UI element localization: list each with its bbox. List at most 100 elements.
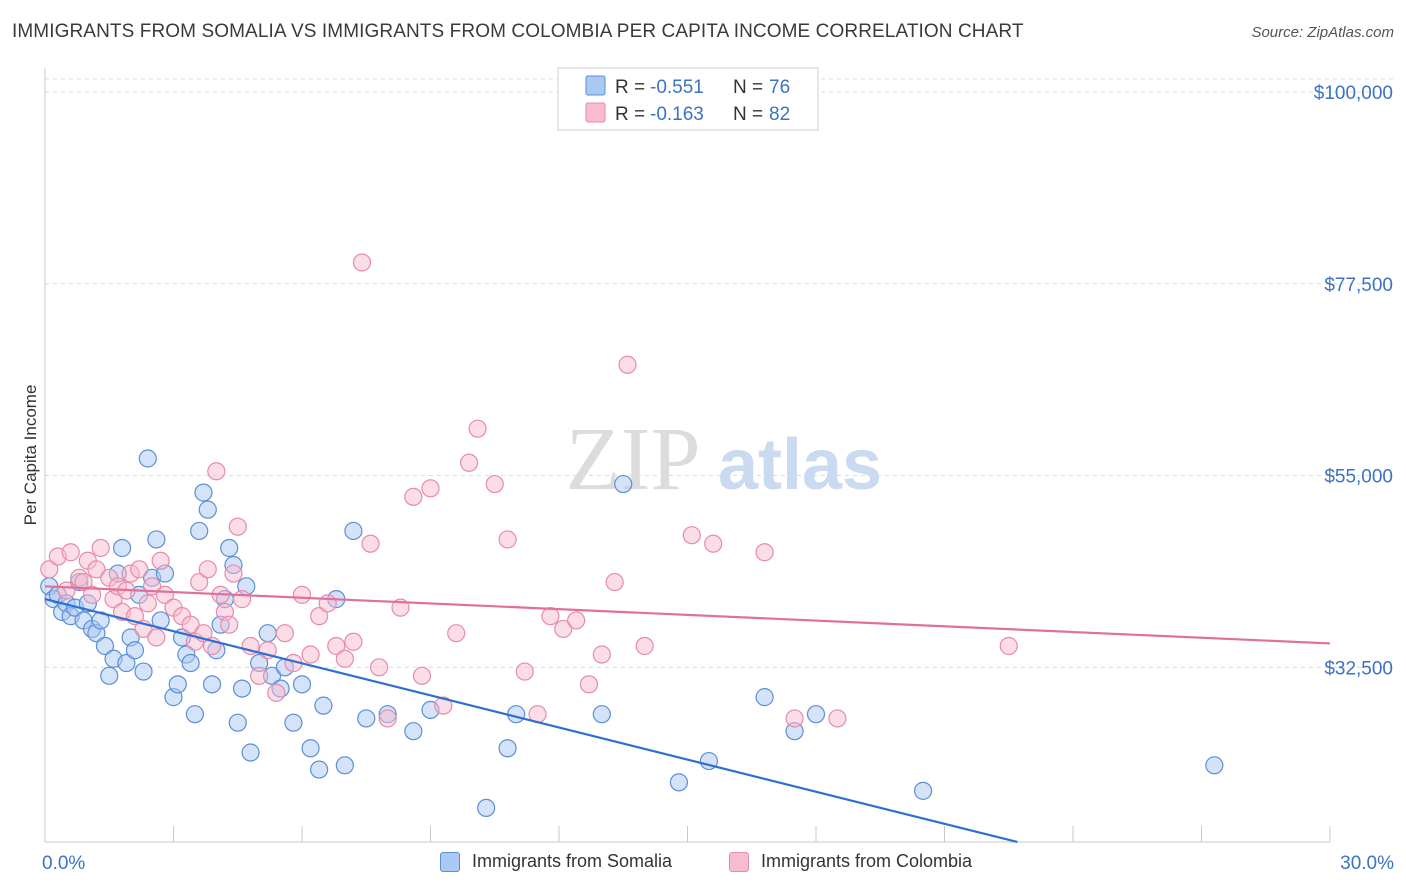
- colombia-point: [361, 534, 380, 553]
- colombia-point: [301, 645, 320, 664]
- colombia-point: [459, 453, 479, 472]
- colombia-point: [554, 619, 573, 639]
- somalia-point: [181, 653, 200, 673]
- legend-r-label-somalia: R =: [615, 77, 645, 98]
- x-axis-tick-labels: 0.0% 30.0%: [42, 853, 1394, 874]
- legend-swatch-colombia-bottom: [729, 851, 749, 872]
- somalia-point: [301, 739, 320, 758]
- trend-line-colombia: [44, 585, 1331, 645]
- y-tick-label: $77,500: [1324, 275, 1393, 296]
- colombia-point: [785, 709, 804, 728]
- somalia-point: [806, 705, 826, 724]
- somalia-point: [134, 662, 153, 681]
- colombia-point: [605, 572, 624, 592]
- colombia-point: [515, 662, 534, 681]
- somalia-point: [147, 530, 166, 549]
- colombia-point: [468, 419, 487, 438]
- series-legend: Immigrants from Somalia Immigrants from …: [0, 851, 1406, 877]
- colombia-point: [335, 649, 354, 668]
- colombia-point: [404, 487, 423, 506]
- colombia-point: [57, 581, 76, 600]
- colombia-point: [207, 462, 226, 481]
- colombia-point: [412, 666, 432, 685]
- colombia-point: [828, 709, 847, 728]
- somalia-point: [100, 666, 119, 685]
- somalia-point: [357, 709, 376, 728]
- x-tick-label: 0.0%: [42, 853, 85, 874]
- somalia-point: [185, 705, 205, 724]
- somalia-point: [202, 675, 222, 694]
- legend-item-colombia[interactable]: Immigrants from Colombia: [729, 851, 972, 872]
- somalia-point: [498, 739, 517, 758]
- legend-n-label-colombia: N =: [733, 104, 763, 125]
- somalia-point: [310, 760, 329, 779]
- colombia-point: [370, 658, 389, 677]
- y-tick-label: $100,000: [1314, 83, 1393, 104]
- chart-title: IMMIGRANTS FROM SOMALIA VS IMMIGRANTS FR…: [12, 21, 1024, 42]
- somalia-point: [125, 641, 145, 660]
- legend-swatch-somalia: [585, 75, 606, 96]
- colombia-point: [151, 551, 170, 570]
- somalia-point: [477, 798, 496, 818]
- somalia-point: [168, 675, 187, 694]
- trend-line-somalia: [44, 598, 1018, 844]
- somalia-point: [220, 538, 239, 558]
- somalia-point: [335, 756, 354, 775]
- colombia-point: [130, 560, 149, 579]
- somalia-point: [755, 688, 774, 707]
- colombia-point: [232, 590, 252, 609]
- axes: [44, 68, 1331, 843]
- colombia-point: [498, 530, 517, 549]
- somalia-point: [117, 653, 136, 673]
- colombia-point: [318, 594, 337, 613]
- legend-r-value-colombia: -0.163: [650, 104, 704, 125]
- watermark-atlas: atlas: [718, 425, 882, 505]
- somalia-point: [614, 474, 633, 494]
- legend-r-value-somalia: -0.551: [650, 77, 704, 98]
- colombia-point: [447, 624, 466, 643]
- legend-r-label-colombia: R =: [615, 104, 645, 125]
- x-tick-label: 30.0%: [1340, 853, 1394, 874]
- somalia-point: [198, 500, 217, 519]
- colombia-point: [228, 517, 247, 536]
- legend-swatch-colombia: [585, 102, 606, 123]
- somalia-point: [241, 743, 260, 762]
- legend-swatch-somalia-bottom: [440, 851, 460, 872]
- somalia-point: [190, 521, 209, 541]
- somalia-point: [284, 713, 303, 732]
- legend-item-somalia[interactable]: Immigrants from Somalia: [440, 851, 672, 872]
- colombia-point: [541, 607, 560, 626]
- legend-label-somalia: Immigrants from Somalia: [472, 851, 673, 871]
- colombia-point: [310, 607, 329, 626]
- source-label: Source: ZipAtlas.com: [1251, 24, 1394, 41]
- somalia-point: [228, 713, 247, 732]
- colombia-point: [40, 560, 59, 579]
- watermark: ZIP atlas: [566, 410, 883, 509]
- colombia-point: [74, 572, 93, 592]
- colombia-point: [91, 538, 110, 558]
- trend-lines: [44, 585, 1331, 844]
- somalia-point: [138, 449, 157, 468]
- colombia-point: [267, 683, 286, 702]
- somalia-point: [112, 538, 132, 558]
- y-axis-tick-labels: $100,000 $77,500 $55,000 $32,500: [1314, 83, 1393, 679]
- legend-n-label-somalia: N =: [733, 77, 763, 98]
- colombia-point: [344, 632, 363, 651]
- colombia-point: [190, 572, 209, 592]
- colombia-point: [352, 253, 372, 272]
- legend-n-value-colombia: 82: [769, 104, 790, 125]
- somalia-point: [507, 705, 526, 724]
- watermark-zip: ZIP: [566, 410, 701, 509]
- colombia-point: [755, 543, 774, 562]
- legend-n-value-somalia: 76: [769, 77, 790, 98]
- y-tick-label: $55,000: [1324, 467, 1393, 488]
- somalia-point: [1205, 756, 1224, 775]
- somalia-point: [292, 675, 312, 694]
- colombia-point: [434, 696, 453, 715]
- colombia-point: [181, 615, 200, 634]
- colombia-point: [592, 645, 611, 664]
- colombia-point: [275, 624, 294, 643]
- somalia-point: [95, 636, 115, 656]
- colombia-point: [618, 355, 637, 374]
